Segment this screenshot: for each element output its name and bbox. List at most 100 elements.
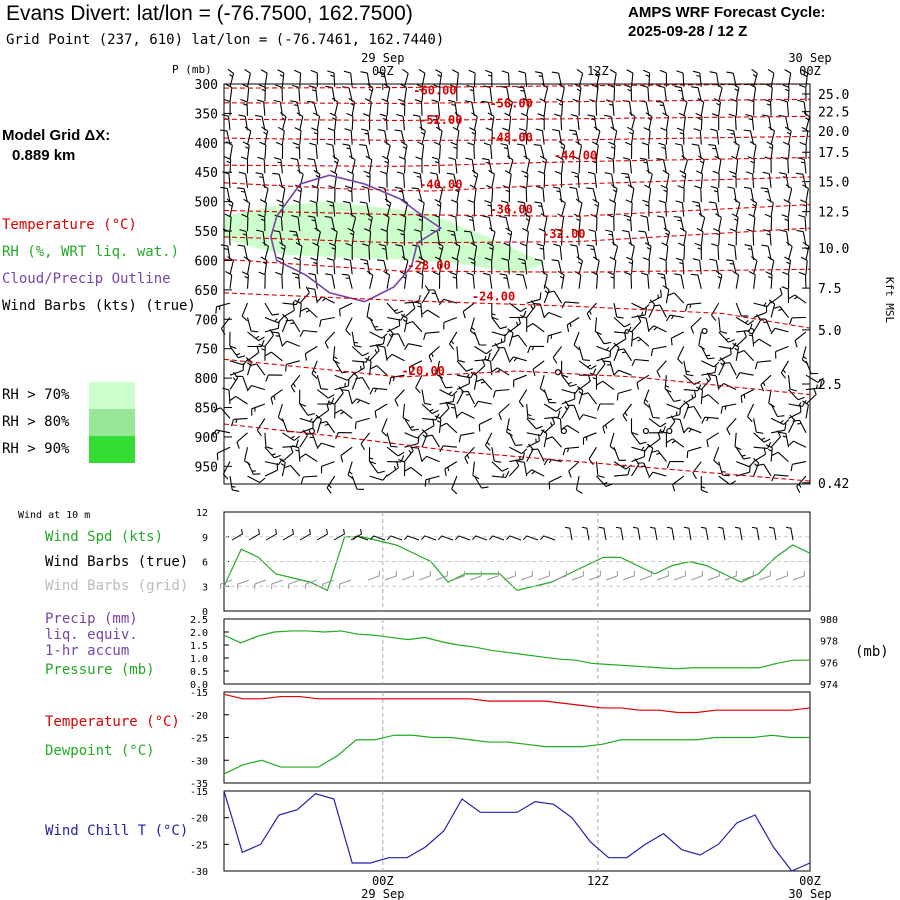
wind-barb: [700, 372, 712, 390]
wind-barb: [648, 431, 661, 448]
wind-barb: [396, 171, 406, 188]
wind-barb: [605, 99, 615, 116]
legend-pressure: Pressure (mb): [45, 662, 155, 678]
wind-barb: [264, 463, 279, 477]
wind-barb: [470, 242, 478, 260]
wind-barb: [616, 348, 632, 362]
wind-barb: [415, 374, 423, 394]
wind-barb: [664, 375, 672, 393]
wind-barb: [695, 386, 704, 405]
wind-barb: [628, 241, 635, 261]
wind-barb: [656, 360, 667, 378]
pressure-tick-label: 550: [195, 225, 218, 240]
wind-barb: [640, 214, 650, 232]
wind-barb: [450, 199, 459, 217]
model-grid-label: Model Grid ΔX:: [2, 127, 111, 144]
wind-barb: [692, 461, 702, 479]
wind-barb: [586, 302, 597, 320]
wind-barb: [344, 185, 353, 203]
wind-barb: [613, 302, 624, 319]
wind-barb: [695, 112, 703, 131]
wind-barb: [691, 86, 702, 102]
wind-barb: [613, 447, 626, 461]
wind-barb: [374, 403, 388, 419]
wind-barb: [507, 328, 514, 347]
wind-barb: [500, 200, 510, 217]
wind-barb: [366, 270, 374, 289]
calm-wind-circle: [308, 427, 315, 435]
wind-barb: [797, 157, 807, 174]
wind-barb: [571, 171, 580, 188]
wind-barb: [536, 243, 545, 260]
wind-barb: [404, 466, 423, 477]
wind-barb: [453, 241, 461, 261]
wind-barb: [398, 458, 406, 477]
time-label-hour: 12Z: [587, 64, 609, 78]
wind-barb: [571, 228, 580, 246]
wind-barb: [314, 227, 321, 246]
wind-barb: [798, 271, 807, 289]
wind-barb: [609, 432, 617, 451]
wind-barb: [771, 474, 789, 482]
wind-barb: [506, 97, 513, 116]
wind-barb: [660, 127, 668, 145]
wind-barb: [662, 285, 670, 304]
wind10m-title: Wind at 10 m: [18, 510, 91, 521]
wind-barb: [224, 213, 232, 232]
pressure-tick-label: 750: [195, 343, 218, 358]
wind-barb: [770, 327, 789, 335]
wind-barb: [701, 394, 720, 405]
wind-barb: [526, 434, 540, 448]
wind-barb: [545, 436, 563, 448]
height-tick-label: 17.5: [818, 146, 849, 161]
wind-barb: [483, 142, 493, 160]
wind-barb: [624, 271, 633, 289]
wind-barb: [532, 360, 545, 377]
wind-barb: [365, 155, 373, 174]
wind-barb: [722, 362, 737, 376]
wind-barb: [214, 407, 231, 419]
wind-barb: [800, 256, 808, 275]
wind-barb: [425, 434, 440, 448]
height-tick-label: 5.0: [818, 324, 841, 339]
wind-barb: [672, 418, 685, 433]
wind-barb: [568, 461, 580, 478]
wind-barb: [229, 395, 248, 405]
wind-barb: [602, 417, 615, 434]
wind-barb: [470, 371, 478, 390]
wind-barb: [265, 351, 283, 362]
temperature-contour: [223, 83, 811, 89]
wind-barb: [736, 461, 755, 468]
wind-barb: [552, 128, 563, 145]
wind-barb: [708, 201, 720, 217]
wind-barb: [701, 365, 717, 376]
wind-barb: [245, 357, 253, 376]
wind-barb: [366, 83, 374, 102]
wind-barb: [362, 113, 371, 131]
wind-barb: [369, 343, 380, 362]
wind-barb: [747, 403, 755, 423]
wind-barb: [796, 229, 807, 246]
wind-barb: [417, 141, 425, 160]
wind-barb: [282, 445, 294, 463]
wind-barb: [439, 401, 450, 419]
wind-barb: [377, 345, 388, 361]
wind-barb: [319, 316, 335, 328]
wind-barb: [663, 227, 671, 246]
wind-barb: [513, 374, 527, 388]
y-tick-label: 12: [196, 508, 208, 519]
wind-barb: [351, 345, 369, 357]
wind-barb: [655, 100, 667, 116]
wind-barb: [377, 128, 388, 145]
wind-barb: [260, 69, 268, 87]
wind-barb: [345, 242, 353, 260]
wind-barb: [366, 213, 373, 232]
wind-barb: [384, 141, 391, 160]
wind-barb: [296, 112, 304, 131]
wind-barb: [552, 346, 563, 364]
wind-barb: [712, 170, 720, 188]
wind-barb: [316, 442, 335, 449]
pressure-tick-label: 350: [195, 107, 218, 122]
wind-barb: [658, 142, 667, 160]
wind-barb: [332, 155, 339, 174]
